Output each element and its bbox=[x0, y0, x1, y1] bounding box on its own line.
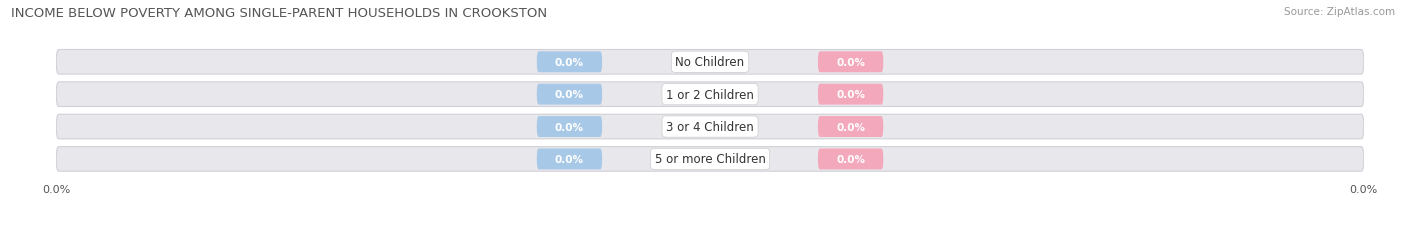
Text: 0.0%: 0.0% bbox=[837, 154, 865, 164]
FancyBboxPatch shape bbox=[818, 117, 883, 137]
Text: Source: ZipAtlas.com: Source: ZipAtlas.com bbox=[1284, 7, 1395, 17]
Text: 0.0%: 0.0% bbox=[837, 90, 865, 100]
Text: 0.0%: 0.0% bbox=[837, 58, 865, 67]
Text: 0.0%: 0.0% bbox=[555, 58, 583, 67]
FancyBboxPatch shape bbox=[56, 50, 1364, 75]
Text: 0.0%: 0.0% bbox=[555, 122, 583, 132]
Text: 0.0%: 0.0% bbox=[555, 90, 583, 100]
FancyBboxPatch shape bbox=[818, 149, 883, 170]
FancyBboxPatch shape bbox=[818, 52, 883, 73]
Text: No Children: No Children bbox=[675, 56, 745, 69]
FancyBboxPatch shape bbox=[537, 117, 602, 137]
FancyBboxPatch shape bbox=[537, 52, 602, 73]
FancyBboxPatch shape bbox=[56, 115, 1364, 139]
Text: 0.0%: 0.0% bbox=[837, 122, 865, 132]
Text: 0.0%: 0.0% bbox=[555, 154, 583, 164]
FancyBboxPatch shape bbox=[56, 147, 1364, 171]
Text: 5 or more Children: 5 or more Children bbox=[655, 153, 765, 166]
FancyBboxPatch shape bbox=[818, 84, 883, 105]
FancyBboxPatch shape bbox=[56, 82, 1364, 107]
Text: INCOME BELOW POVERTY AMONG SINGLE-PARENT HOUSEHOLDS IN CROOKSTON: INCOME BELOW POVERTY AMONG SINGLE-PARENT… bbox=[11, 7, 547, 20]
Text: 3 or 4 Children: 3 or 4 Children bbox=[666, 121, 754, 134]
FancyBboxPatch shape bbox=[537, 84, 602, 105]
Text: 1 or 2 Children: 1 or 2 Children bbox=[666, 88, 754, 101]
FancyBboxPatch shape bbox=[537, 149, 602, 170]
